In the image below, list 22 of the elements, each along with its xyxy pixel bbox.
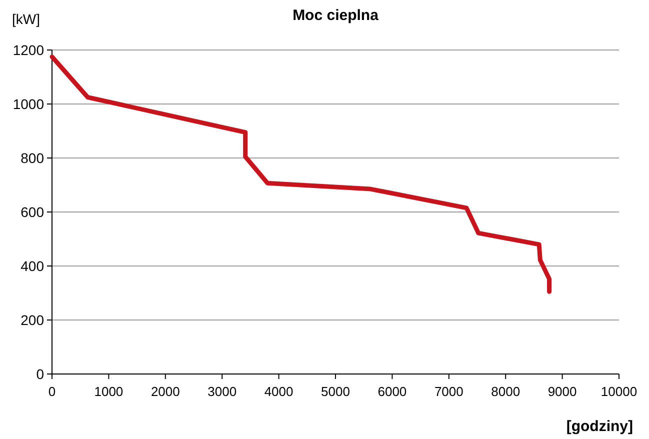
x-tick-label: 4000 [264,384,294,399]
x-tick-label: 8000 [491,384,520,399]
y-tick-label: 1200 [12,42,44,58]
x-tick-label: 2000 [150,384,180,399]
x-axis-title: [godziny] [566,418,633,435]
x-tick-label: 5000 [321,384,350,399]
x-tick-label: 0 [48,384,56,399]
y-tick-label: 1000 [12,96,44,112]
y-tick-label: 200 [20,312,44,328]
line-series [50,54,552,294]
y-tick-label: 0 [36,366,44,382]
chart-title: Moc cieplna [292,7,380,24]
y-tick-label: 400 [20,258,44,274]
y-tick-label: 600 [20,204,44,220]
x-tick-label: 7000 [434,384,464,399]
y-tick-label: 800 [20,150,44,166]
x-tick-label: 6000 [378,384,407,399]
x-tick-label: 1000 [94,384,124,399]
x-tick-label: 10000 [600,384,638,399]
y-axis-title: [kW] [12,11,40,27]
x-tick-label: 3000 [208,384,237,399]
x-tick-label: 9000 [548,384,577,399]
